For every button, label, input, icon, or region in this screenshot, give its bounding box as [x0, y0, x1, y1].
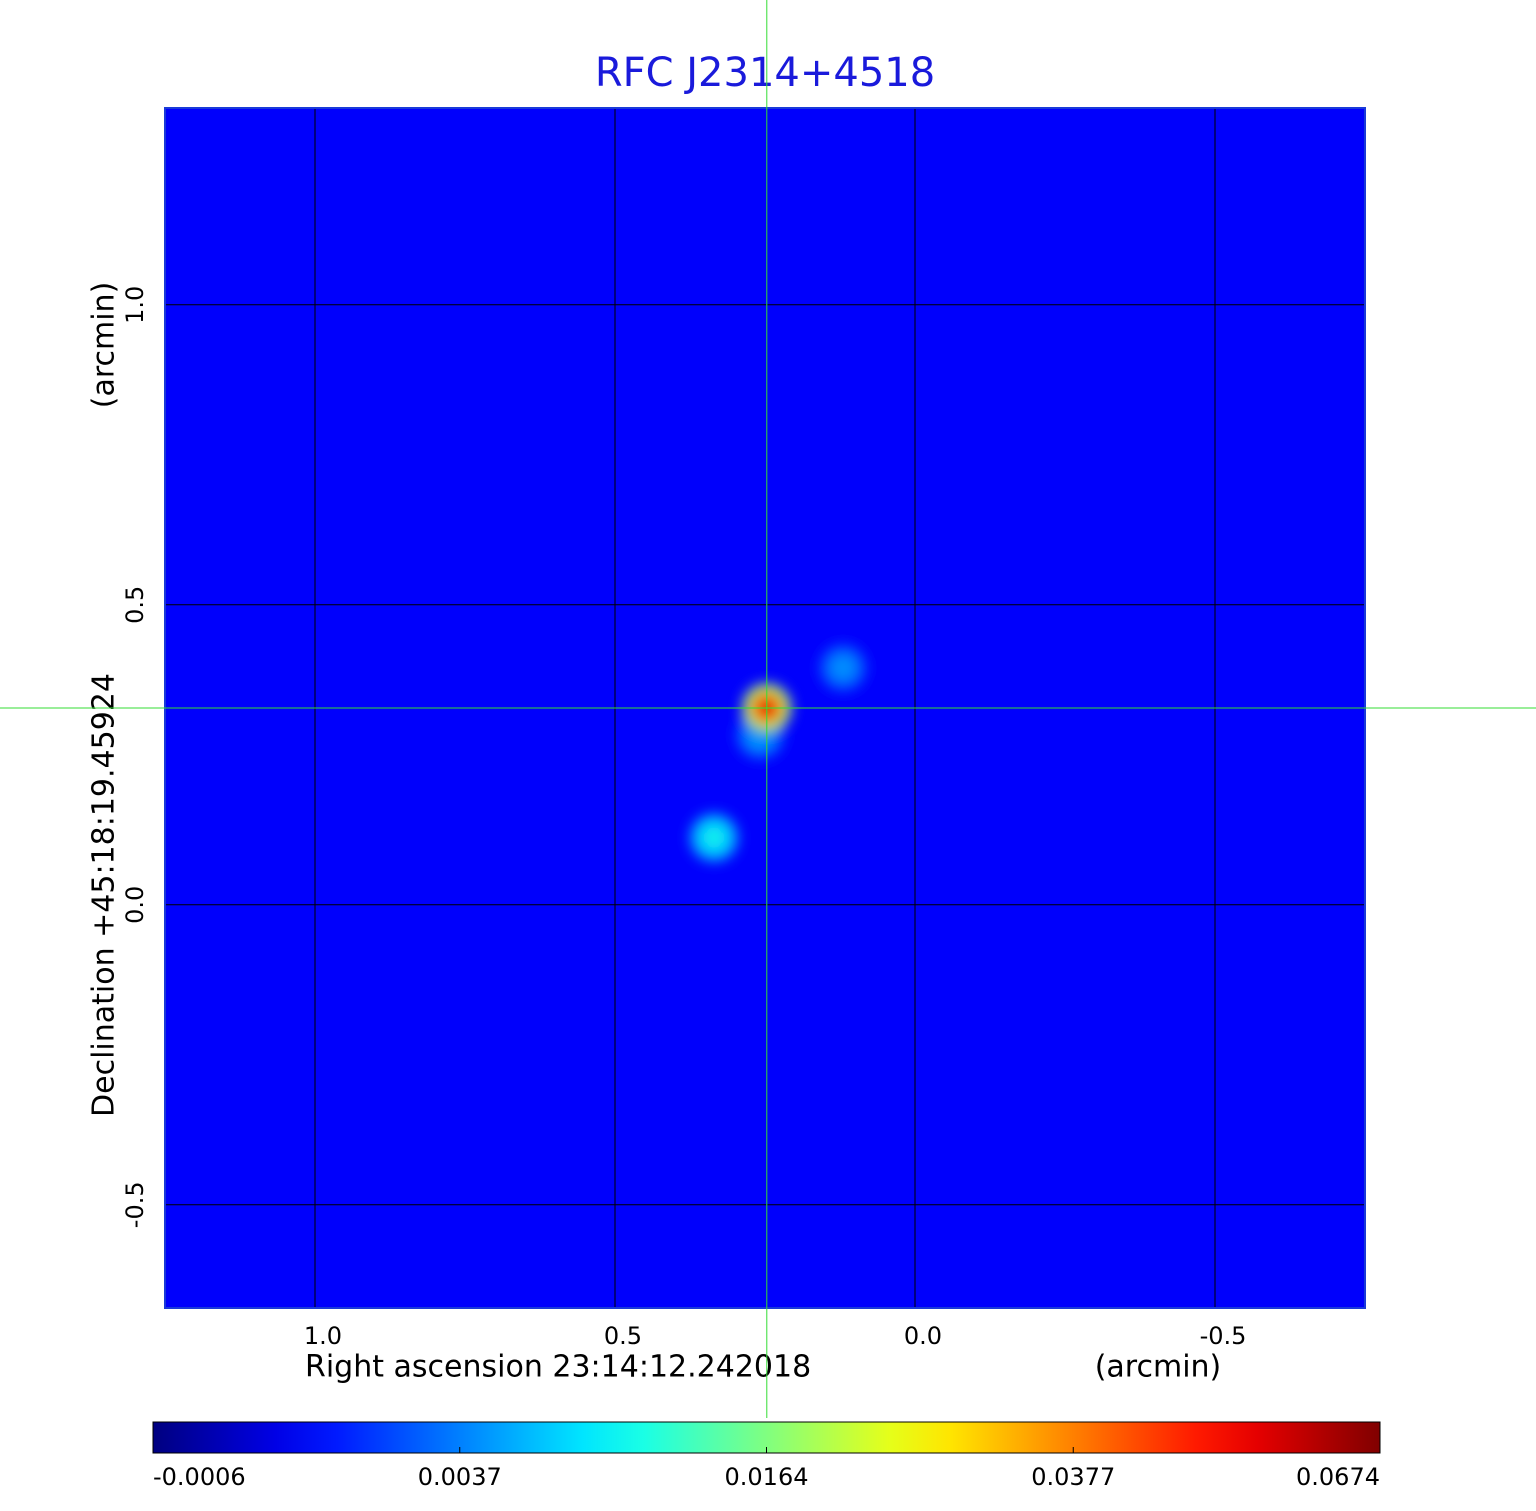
y-axis-label: Declination +45:18:19.45924	[87, 673, 122, 1117]
chart-title: RFC J2314+4518	[595, 50, 935, 96]
y-tick-label: -0.5	[121, 1181, 149, 1228]
y-axis-unit: (arcmin)	[87, 282, 122, 409]
source	[813, 637, 873, 698]
x-tick-label: 0.0	[904, 1322, 942, 1350]
y-tick-label: 1.0	[121, 286, 149, 324]
x-axis-label: Right ascension 23:14:12.242018	[305, 1350, 811, 1385]
x-axis-unit: (arcmin)	[1095, 1350, 1222, 1385]
x-tick-label: -0.5	[1200, 1322, 1247, 1350]
colorbar-tick-label: 0.0164	[725, 1463, 809, 1491]
colorbar-tick-label: 0.0377	[1031, 1463, 1115, 1491]
colorbar-tick-label: 0.0674	[1296, 1463, 1380, 1491]
x-tick-label: 0.5	[604, 1322, 642, 1350]
y-tick-label: 0.5	[121, 586, 149, 624]
x-tick-label: 1.0	[304, 1322, 342, 1350]
source	[684, 807, 744, 868]
sources	[684, 637, 873, 868]
colorbar-tick-label: 0.0037	[418, 1463, 502, 1491]
y-tick-label: 0.0	[121, 886, 149, 924]
colorbar-tick-label: -0.0006	[153, 1463, 246, 1491]
